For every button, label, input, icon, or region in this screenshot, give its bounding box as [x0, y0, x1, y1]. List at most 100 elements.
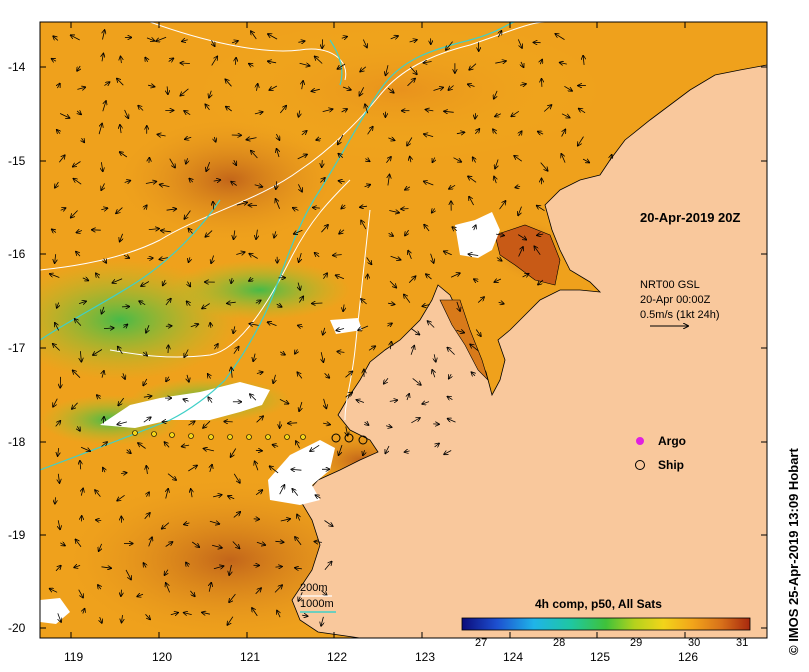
current-arrow	[186, 562, 189, 566]
current-arrow	[60, 543, 65, 546]
current-arrow	[270, 466, 279, 474]
current-arrow	[410, 157, 411, 163]
current-arrow	[538, 132, 544, 135]
current-arrow	[277, 611, 280, 618]
current-arrow	[469, 197, 474, 206]
current-arrow	[254, 185, 263, 187]
current-arrow	[117, 79, 124, 86]
current-arrow	[95, 490, 101, 497]
current-arrow	[452, 227, 458, 231]
current-arrow	[339, 181, 345, 182]
current-arrow	[295, 568, 302, 569]
current-arrow	[166, 376, 169, 382]
current-arrow	[180, 88, 189, 96]
current-arrow	[275, 567, 283, 568]
current-arrow	[363, 450, 365, 455]
current-arrow	[209, 90, 211, 98]
cloud-mask	[100, 382, 270, 428]
current-arrow	[127, 450, 131, 454]
current-arrow	[514, 156, 523, 162]
current-arrow	[412, 378, 421, 385]
current-arrow	[470, 344, 479, 352]
current-arrow	[310, 444, 320, 451]
current-arrow	[368, 346, 375, 351]
current-arrow	[385, 445, 390, 453]
current-arrow	[273, 445, 279, 447]
current-arrow	[555, 34, 565, 40]
current-arrow	[494, 279, 502, 282]
current-arrow	[103, 328, 114, 329]
current-arrow	[343, 304, 344, 312]
current-arrow	[345, 371, 353, 378]
current-arrow	[408, 276, 415, 283]
current-arrow	[103, 417, 104, 424]
current-arrow-field	[50, 30, 612, 626]
current-arrow	[148, 229, 159, 230]
current-arrow	[227, 616, 234, 625]
x-axis-labels: 119 120 121 122 123 124 125 126	[64, 650, 698, 664]
argo-marker-icon	[636, 437, 644, 445]
current-arrow	[610, 155, 612, 161]
current-arrow	[277, 149, 280, 158]
current-arrow	[143, 563, 146, 568]
current-arrow	[50, 589, 58, 593]
map-date-title: 20-Apr-2019 20Z	[640, 210, 740, 225]
current-arrow	[202, 612, 210, 614]
current-arrow	[78, 589, 83, 598]
current-arrow	[296, 441, 300, 449]
contour-1000m	[40, 22, 516, 471]
current-time-label: 20-Apr 00:00Z	[640, 294, 711, 306]
current-arrow	[273, 374, 275, 383]
current-arrow	[209, 521, 220, 524]
current-arrow	[384, 377, 389, 384]
current-source-label: NRT00 GSL	[640, 279, 700, 291]
current-arrow	[313, 208, 320, 209]
x-tick-label: 119	[64, 650, 83, 664]
current-arrow	[58, 155, 65, 163]
current-arrow	[190, 324, 199, 327]
current-arrow	[534, 246, 541, 255]
current-arrow	[299, 63, 310, 66]
current-arrow	[299, 252, 302, 262]
current-arrow	[298, 296, 303, 303]
current-arrow	[279, 485, 285, 495]
current-arrow	[295, 537, 302, 546]
current-arrow	[185, 137, 192, 139]
current-arrow	[104, 259, 107, 263]
colorbar-tick: 30	[688, 637, 700, 649]
current-arrow	[456, 132, 465, 134]
current-arrow	[104, 82, 109, 86]
current-arrow	[345, 392, 353, 398]
current-arrow	[212, 40, 215, 46]
current-arrow	[99, 124, 102, 135]
current-arrow	[58, 473, 59, 483]
current-arrow	[96, 520, 102, 521]
current-arrow	[411, 418, 420, 424]
current-arrow	[279, 399, 289, 403]
current-arrow	[302, 615, 308, 616]
current-arrow	[211, 56, 218, 66]
current-arrow	[233, 473, 240, 483]
argo-track	[132, 430, 306, 440]
current-arrow	[191, 489, 192, 498]
current-arrow	[426, 274, 432, 280]
current-arrow	[298, 41, 304, 42]
current-arrow	[473, 157, 476, 163]
current-arrow	[209, 583, 211, 592]
current-arrow	[315, 56, 323, 64]
current-arrow	[297, 154, 307, 160]
x-tick-label: 125	[590, 650, 610, 664]
current-arrow	[55, 323, 60, 331]
current-arrow	[279, 106, 286, 114]
current-arrow	[315, 495, 321, 498]
current-arrow	[169, 158, 175, 168]
current-arrow	[235, 58, 236, 65]
current-arrow	[389, 280, 396, 288]
cloud-mask	[455, 212, 500, 258]
current-arrow	[123, 373, 125, 379]
current-arrow	[99, 543, 102, 551]
current-arrow	[205, 230, 213, 237]
current-arrow	[255, 300, 261, 303]
current-arrow	[118, 347, 123, 355]
